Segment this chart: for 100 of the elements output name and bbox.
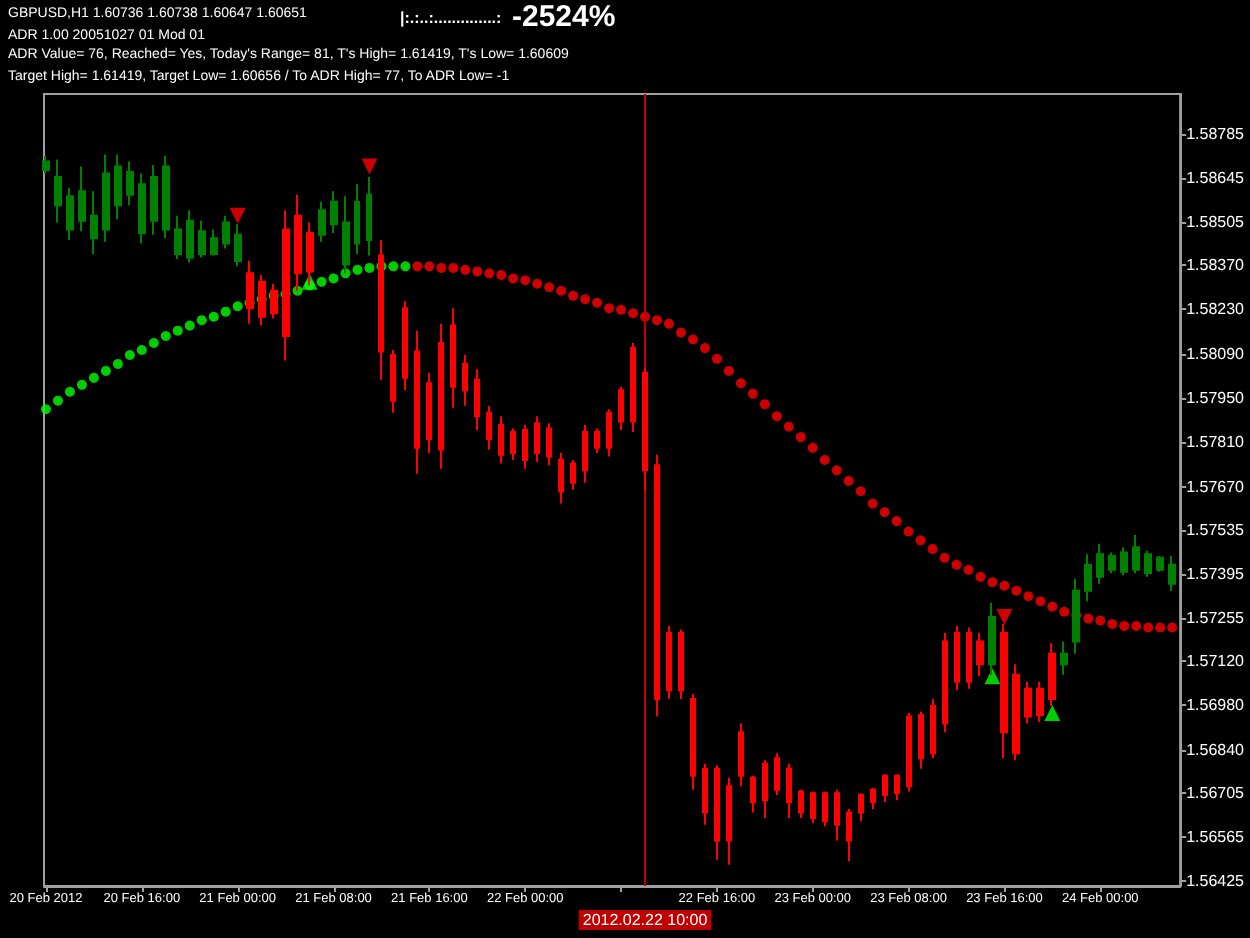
- candlestick: [402, 300, 408, 392]
- candlestick: [510, 427, 516, 461]
- y-tick-label: 1.57670: [1186, 477, 1246, 496]
- y-tick-label: 1.57255: [1186, 609, 1246, 628]
- y-tick-label: 1.57810: [1186, 433, 1246, 452]
- candlestick: [654, 453, 660, 718]
- candlestick: [918, 710, 924, 770]
- point: [996, 609, 1013, 626]
- candlestick: [1048, 642, 1056, 708]
- y-tick-label: 1.57535: [1186, 520, 1246, 539]
- y-tick-label: 1.57120: [1186, 652, 1246, 671]
- point: [41, 404, 51, 415]
- candlestick: [450, 307, 456, 409]
- candlestick: [822, 790, 828, 828]
- point: [352, 264, 363, 275]
- candlestick: [570, 458, 576, 491]
- candlestick: [714, 764, 720, 861]
- candlestick: [678, 628, 684, 701]
- point: [208, 311, 219, 322]
- ref-line-label: 2012.02.22 10:00: [582, 911, 709, 929]
- candlestick: [150, 163, 158, 236]
- candlestick: [582, 424, 588, 484]
- point: [388, 261, 399, 272]
- y-tick-label: 1.58090: [1186, 344, 1246, 363]
- point: [100, 365, 111, 376]
- candlestick: [174, 214, 182, 261]
- candlestick: [486, 404, 492, 451]
- candlestick: [606, 408, 612, 458]
- candlestick: [126, 160, 134, 207]
- candlestick: [1120, 546, 1128, 577]
- y-tick-label: 1.57395: [1186, 564, 1246, 583]
- candlestick: [102, 153, 110, 243]
- candlestick: [462, 354, 468, 407]
- candlestick: [930, 698, 936, 760]
- candlestick: [1036, 680, 1044, 723]
- candlestick: [882, 773, 888, 804]
- candlestick: [810, 790, 816, 824]
- candlestick: [1168, 554, 1176, 592]
- candlestick: [426, 371, 432, 454]
- y-tick-label: 1.58230: [1186, 300, 1246, 319]
- candlestick: [210, 228, 218, 257]
- candlestick: [366, 176, 372, 257]
- point: [196, 315, 207, 326]
- candlestick: [786, 762, 792, 819]
- candlestick: [330, 190, 338, 235]
- point: [328, 273, 339, 284]
- candlestick: [942, 631, 948, 734]
- point: [64, 386, 75, 397]
- candlestick: [1132, 533, 1140, 575]
- point: [220, 306, 231, 317]
- candlestick: [66, 186, 74, 242]
- candlestick: [834, 788, 840, 842]
- point: [364, 262, 375, 273]
- point: [52, 395, 63, 406]
- candlestick: [546, 422, 552, 467]
- text: |:.:..:..............:: [400, 9, 502, 27]
- candlestick: [1108, 551, 1116, 575]
- y-tick-label: 1.56980: [1186, 696, 1246, 715]
- point: [112, 358, 123, 369]
- point: [984, 668, 1001, 685]
- point: [136, 344, 147, 355]
- candlestick: [690, 692, 696, 791]
- candlestick: [78, 165, 86, 233]
- candlestick: [438, 322, 444, 470]
- candlestick: [1084, 553, 1092, 603]
- candlestick: [1012, 663, 1020, 762]
- candlestick: [906, 712, 912, 793]
- y-tick-label: 1.56705: [1186, 783, 1246, 802]
- candlestick: [988, 602, 996, 676]
- candlestick: [594, 427, 600, 454]
- point: [316, 276, 327, 287]
- candlestick: [222, 214, 230, 250]
- candlestick: [522, 424, 528, 470]
- candlestick: [750, 774, 756, 814]
- candlestick: [306, 221, 314, 287]
- candlestick: [976, 631, 984, 678]
- candlestick: [1144, 549, 1152, 578]
- point: [88, 372, 99, 383]
- candlestick: [1024, 680, 1032, 725]
- candlestick: [774, 752, 780, 797]
- point: [361, 158, 378, 175]
- candlestick: [966, 626, 972, 690]
- candlestick: [954, 624, 960, 692]
- candlestick: [666, 624, 672, 701]
- candlestick: [846, 808, 852, 863]
- point: [229, 207, 246, 224]
- y-tick-label: 1.58505: [1186, 213, 1246, 232]
- y-tick-label: 1.58785: [1186, 124, 1246, 143]
- point: [172, 325, 183, 336]
- candlestick: [726, 776, 732, 866]
- point: [184, 320, 195, 331]
- candlestick: [162, 155, 170, 240]
- candlestick: [1156, 554, 1164, 573]
- y-tick-label: 1.58645: [1186, 168, 1246, 187]
- candlestick: [390, 348, 396, 414]
- candlestick: [702, 762, 708, 826]
- candlestick: [870, 787, 876, 811]
- candlestick: [1060, 640, 1068, 676]
- candlestick: [198, 219, 206, 259]
- candlestick: [894, 773, 900, 802]
